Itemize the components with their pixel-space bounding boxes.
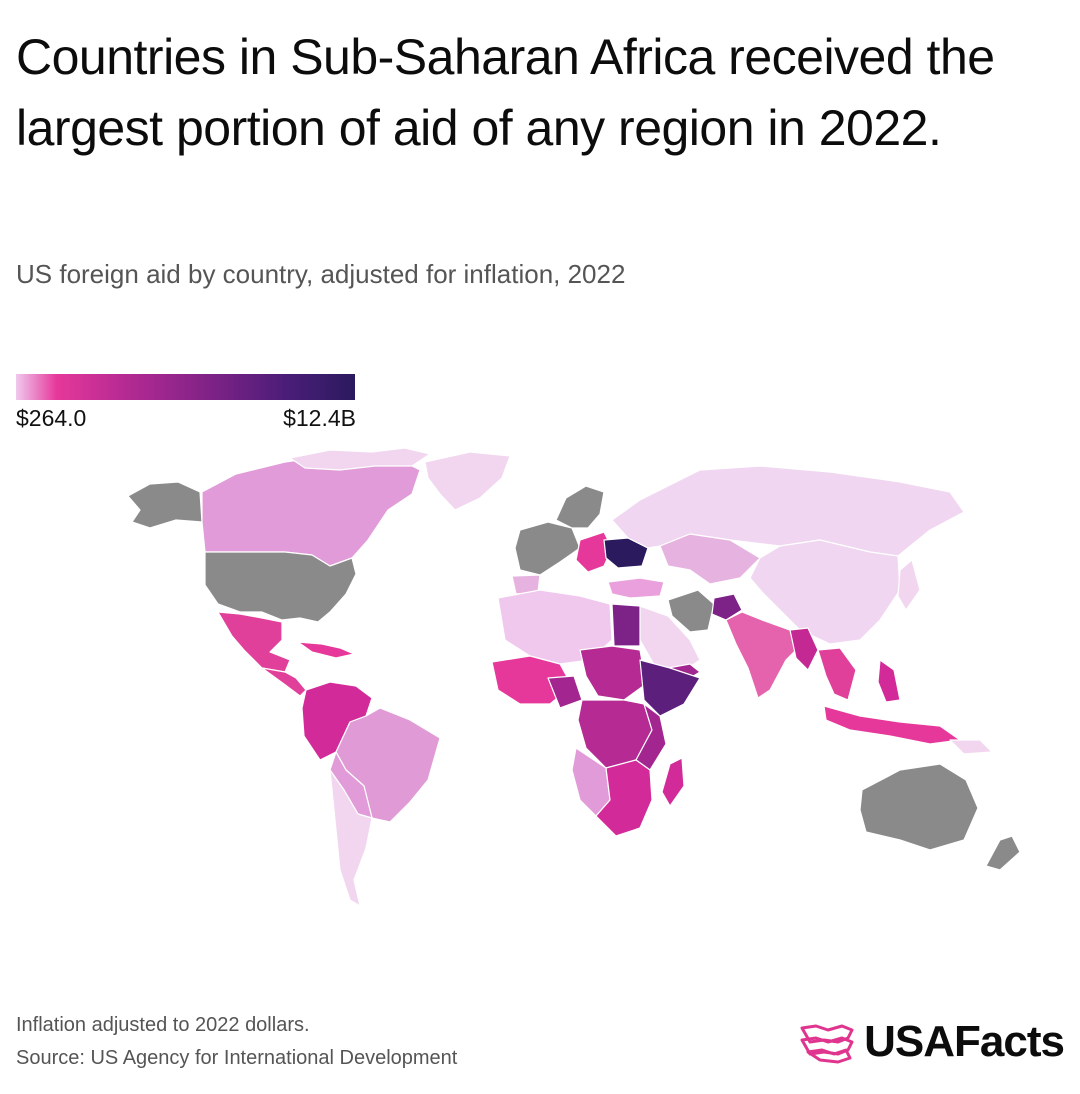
nigeria bbox=[547, 675, 583, 709]
bangladesh-myanmar bbox=[789, 627, 819, 671]
alaska bbox=[127, 481, 203, 529]
united-states bbox=[204, 551, 357, 623]
central-america bbox=[261, 667, 307, 697]
usafacts-map-icon bbox=[800, 1024, 854, 1064]
australia bbox=[859, 763, 979, 851]
kazakhstan-central-asia bbox=[659, 533, 761, 585]
iran bbox=[667, 589, 715, 633]
chart-subtitle: US foreign aid by country, adjusted for … bbox=[16, 259, 626, 289]
southeast-asia bbox=[817, 647, 857, 701]
mexico bbox=[217, 611, 291, 673]
scandinavia bbox=[555, 485, 605, 529]
indonesia bbox=[823, 705, 961, 745]
papua-new-guinea bbox=[949, 739, 993, 755]
ethiopia-horn bbox=[639, 659, 701, 717]
afghanistan bbox=[711, 593, 743, 621]
china-mongolia bbox=[749, 539, 901, 645]
caribbean bbox=[297, 641, 355, 659]
world-choropleth-map bbox=[127, 448, 1021, 907]
chart-title: Countries in Sub-Saharan Africa received… bbox=[16, 29, 995, 156]
egypt bbox=[611, 603, 641, 647]
greenland bbox=[424, 451, 511, 511]
turkey bbox=[607, 577, 665, 599]
legend-min-label: $264.0 bbox=[16, 405, 87, 431]
legend-max-label: $12.4B bbox=[283, 405, 356, 431]
sudan-chad bbox=[579, 645, 647, 701]
russia bbox=[611, 465, 965, 557]
color-legend: $264.0 $12.4B bbox=[16, 374, 356, 434]
new-zealand bbox=[985, 835, 1021, 871]
western-europe bbox=[514, 521, 581, 576]
canada-arctic-islands bbox=[289, 448, 431, 471]
source-note: Source: US Agency for International Deve… bbox=[16, 1047, 458, 1069]
brand-name: USAFacts bbox=[864, 1017, 1065, 1066]
madagascar bbox=[661, 757, 685, 807]
southern-africa bbox=[595, 759, 653, 837]
japan-korea bbox=[897, 559, 921, 611]
pakistan-india bbox=[725, 611, 801, 699]
canada bbox=[201, 454, 421, 567]
usafacts-logo: USAFacts bbox=[798, 1012, 1065, 1072]
eastern-europe bbox=[575, 531, 613, 573]
inflation-note: Inflation adjusted to 2022 dollars. bbox=[16, 1014, 310, 1036]
argentina-chile bbox=[329, 769, 373, 907]
legend-gradient-bar bbox=[16, 374, 355, 400]
philippines bbox=[877, 659, 901, 703]
